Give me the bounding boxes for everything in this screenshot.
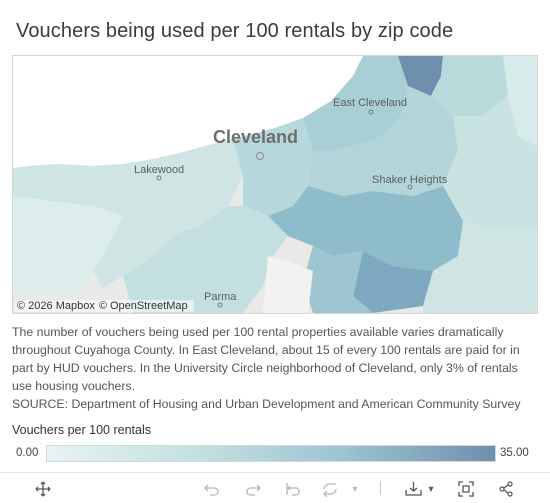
zip-region-no-data — [263, 256, 313, 313]
map-canvas[interactable]: Cleveland East Cleveland Lakewood Shaker… — [13, 56, 537, 313]
legend-min: 0.00 — [16, 447, 39, 459]
label-shaker-heights: Shaker Heights — [372, 174, 448, 186]
description-body: The number of vouchers being used per 10… — [12, 325, 520, 393]
zip-region-east-1[interactable] — [431, 56, 508, 116]
toolbar-separator — [380, 481, 381, 495]
choropleth-map[interactable]: Cleveland East Cleveland Lakewood Shaker… — [12, 55, 538, 314]
redo-icon[interactable] — [243, 479, 263, 499]
refresh-icon[interactable] — [320, 479, 340, 499]
legend-max: 35.00 — [500, 447, 529, 459]
zip-region-downtown[interactable] — [213, 118, 313, 216]
zip-region-south[interactable] — [303, 246, 373, 313]
undo-icon[interactable] — [202, 479, 222, 499]
cleveland-marker — [256, 152, 264, 160]
description-source: SOURCE: Department of Housing and Urban … — [12, 397, 521, 411]
share-icon[interactable] — [496, 479, 516, 499]
legend-title: Vouchers per 100 rentals — [12, 423, 151, 437]
shaker-heights-marker — [407, 184, 413, 190]
zip-region-southwest[interactable] — [123, 206, 288, 313]
fullscreen-icon[interactable] — [456, 479, 476, 499]
zip-region-shaker[interactable] — [443, 96, 537, 231]
lakewood-marker — [156, 175, 162, 181]
zip-region-far-west[interactable] — [13, 196, 123, 296]
label-cleveland: Cleveland — [213, 127, 298, 147]
zip-region-south-central[interactable] — [268, 186, 463, 271]
page-title: Vouchers being used per 100 rentals by z… — [16, 20, 454, 42]
legend-color-ramp — [46, 445, 496, 462]
label-lakewood: Lakewood — [134, 164, 184, 176]
parma-marker — [217, 302, 223, 308]
refresh-dropdown-icon[interactable]: ▾ — [352, 483, 358, 495]
east-cleveland-marker — [368, 109, 374, 115]
label-parma: Parma — [204, 291, 237, 303]
description: The number of vouchers being used per 10… — [12, 323, 540, 413]
download-icon[interactable] — [404, 479, 424, 499]
zip-region-east-2[interactable] — [503, 56, 537, 146]
label-east-cleveland: East Cleveland — [333, 97, 407, 109]
zip-region-southeast[interactable] — [423, 221, 537, 313]
revert-icon[interactable] — [283, 479, 303, 499]
toolbar: ▾ ▾ — [0, 472, 550, 503]
zip-region-east-cleveland-high[interactable] — [398, 56, 443, 96]
zip-region-west[interactable] — [13, 140, 243, 288]
map-attribution: © 2026 Mapbox © OpenStreetMap — [15, 300, 194, 312]
zip-region-southeast-high[interactable] — [353, 251, 433, 313]
move-icon[interactable] — [33, 479, 53, 499]
zip-region-central-east[interactable] — [308, 86, 458, 196]
zip-region-northeast[interactable] — [303, 56, 408, 151]
lake-erie — [13, 56, 363, 168]
download-dropdown-icon[interactable]: ▾ — [428, 483, 434, 495]
mapbox-attribution[interactable]: © 2026 Mapbox — [17, 300, 95, 312]
osm-attribution[interactable]: © OpenStreetMap — [98, 300, 188, 312]
